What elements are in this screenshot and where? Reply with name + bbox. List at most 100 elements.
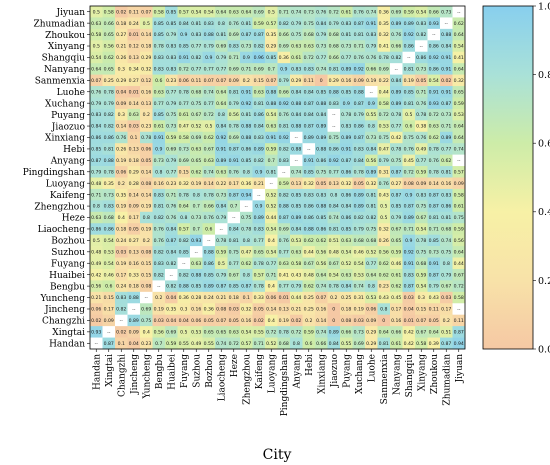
heatmap-cell [152,246,166,258]
cell-value-label: 0.69 [166,147,176,153]
cell-value-label: 0.73 [104,192,114,198]
heatmap-cell [415,177,428,190]
cell-value-label: 0.75 [229,249,239,255]
cell-value-label: 0.6 [155,78,162,84]
heatmap-cell [415,154,428,167]
heatmap-cell [265,337,278,350]
heatmap-cell [240,177,253,190]
cell-value-label: 0.75 [454,215,464,221]
heatmap-cell [115,303,128,315]
heatmap-cell [390,131,403,144]
heatmap-cell [140,234,153,247]
cell-value-label: 0.5 [205,124,212,130]
cell-value-label: 0.82 [354,215,364,221]
heatmap-cell [452,188,466,201]
heatmap-cell [227,337,241,350]
cell-value-label: 0.11 [454,318,464,324]
cell-value-label: 0.81 [241,21,251,27]
cell-value-label: 0.81 [341,32,351,38]
cell-value-label: 0.09 [104,318,114,324]
cell-value-label: 0.88 [316,204,326,210]
heatmap-cell [452,246,466,258]
cell-value-label: 0.86 [441,204,451,210]
heatmap-cell [427,291,441,304]
cell-value-label: 0.65 [191,158,201,164]
heatmap-cell [327,143,341,155]
heatmap-cell [352,40,366,53]
cell-value-label: 0.8 [243,238,250,244]
cell-value-label: 0.56 [366,158,376,164]
cell-value-label: 0.07 [216,318,226,324]
cell-value-label: 0.64 [366,272,376,278]
heatmap-cell [340,314,353,327]
cell-value-label: 0.79 [429,284,439,290]
heatmap-cell [265,166,278,178]
heatmap-cell [190,40,203,53]
heatmap-cell [315,97,328,110]
cell-value-label: 0 [382,318,385,324]
cell-value-label: 0.86 [104,227,114,233]
cell-value-label: 0.84 [216,204,226,210]
cell-value-label: 0.78 [391,147,401,153]
heatmap-cell [290,154,303,167]
cell-value-label: 0.77 [416,158,426,164]
cell-value-label: 0.74 [354,284,364,290]
heatmap-cell [240,337,253,350]
heatmap-cell [265,51,278,64]
heatmap-cell [402,40,416,53]
cell-value-label: -- [332,125,336,130]
cell-value-label: 0.79 [166,32,176,38]
cell-value-label: 0.91 [341,147,351,153]
cell-value-label: 0.71 [241,66,251,72]
row-tick-label: Hebi [63,145,85,155]
heatmap-cell [252,28,266,41]
cell-value-label: 0.73 [341,44,351,50]
cell-value-label: 0.82 [154,249,164,255]
heatmap-cell [115,108,128,121]
cell-value-label: 0.79 [366,44,376,50]
heatmap-cell [227,280,241,293]
cell-value-label: 0.91 [241,89,251,95]
colorbar-tick-label: 0.6000 [538,139,550,150]
heatmap-cell [365,268,378,281]
cell-value-label: 0.78 [354,169,364,175]
cell-value-label: 0.81 [366,204,376,210]
cell-value-label: 0.76 [91,89,101,95]
cell-value-label: 0.04 [166,295,176,301]
cell-value-label: 0.91 [429,261,439,267]
heatmap-cell [352,268,366,281]
heatmap-cell [265,17,278,30]
heatmap-cell [352,108,366,121]
heatmap-cell [202,74,216,87]
heatmap-cell [115,154,128,167]
heatmap-cell [115,63,128,75]
cell-value-label: 0.89 [354,192,364,198]
heatmap-cell [452,74,466,87]
cell-value-label: 0.69 [379,66,389,72]
heatmap-cell [440,223,453,235]
cell-value-label: -- [307,148,311,153]
heatmap-cell [390,326,403,338]
heatmap-cell [202,257,216,270]
heatmap-cell [315,268,328,281]
cell-value-label: 0.71 [254,341,264,347]
heatmap-cell [152,314,166,327]
heatmap-cell [177,257,191,270]
heatmap-cell [202,166,216,178]
cell-value-label: 0.92 [404,32,414,38]
cell-value-label: 0.44 [379,89,389,95]
cell-value-label: 0.31 [354,295,364,301]
heatmap-cell [452,268,466,281]
cell-value-label: 0.85 [166,9,176,15]
cell-value-label: 0.9 [180,32,187,38]
heatmap-cell [377,131,391,144]
heatmap-cell [440,200,453,213]
heatmap-cell [277,303,291,315]
heatmap-cell [102,303,116,315]
cell-value-label: 0.72 [329,9,339,15]
heatmap-cell [365,86,378,98]
row-tick-label: Luoyang [46,179,85,189]
cell-value-label: 0.56 [379,249,389,255]
heatmap-cell [440,177,453,190]
cell-value-label: 0.79 [216,215,226,221]
